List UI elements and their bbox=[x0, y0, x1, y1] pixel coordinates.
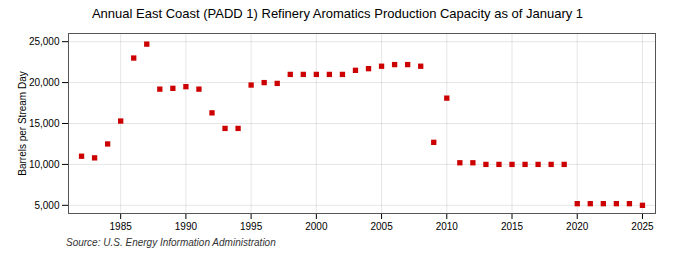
svg-text:5,000: 5,000 bbox=[34, 200, 59, 211]
svg-text:2005: 2005 bbox=[370, 221, 393, 232]
svg-text:2015: 2015 bbox=[501, 221, 524, 232]
html-text:Annual East Coast (PADD 1) Ref: Annual East Coast (PADD 1) Refinery Arom… bbox=[92, 6, 583, 21]
svg-text:2020: 2020 bbox=[566, 221, 589, 232]
svg-text:1990: 1990 bbox=[175, 221, 198, 232]
svg-text:2025: 2025 bbox=[631, 221, 654, 232]
svg-text:2000: 2000 bbox=[305, 221, 328, 232]
svg-text:10,000: 10,000 bbox=[29, 159, 60, 170]
svg-text:2010: 2010 bbox=[436, 221, 459, 232]
svg-text:Barrels per Stream Day: Barrels per Stream Day bbox=[17, 71, 28, 175]
svg-text:1995: 1995 bbox=[240, 221, 263, 232]
svg-text:15,000: 15,000 bbox=[29, 118, 60, 129]
svg-text:25,000: 25,000 bbox=[29, 36, 60, 47]
svg-text:1985: 1985 bbox=[110, 221, 133, 232]
html-text:Source: U.S. Energy Informatio: Source: U.S. Energy Information Administ… bbox=[66, 237, 276, 248]
svg-text:20,000: 20,000 bbox=[29, 77, 60, 88]
